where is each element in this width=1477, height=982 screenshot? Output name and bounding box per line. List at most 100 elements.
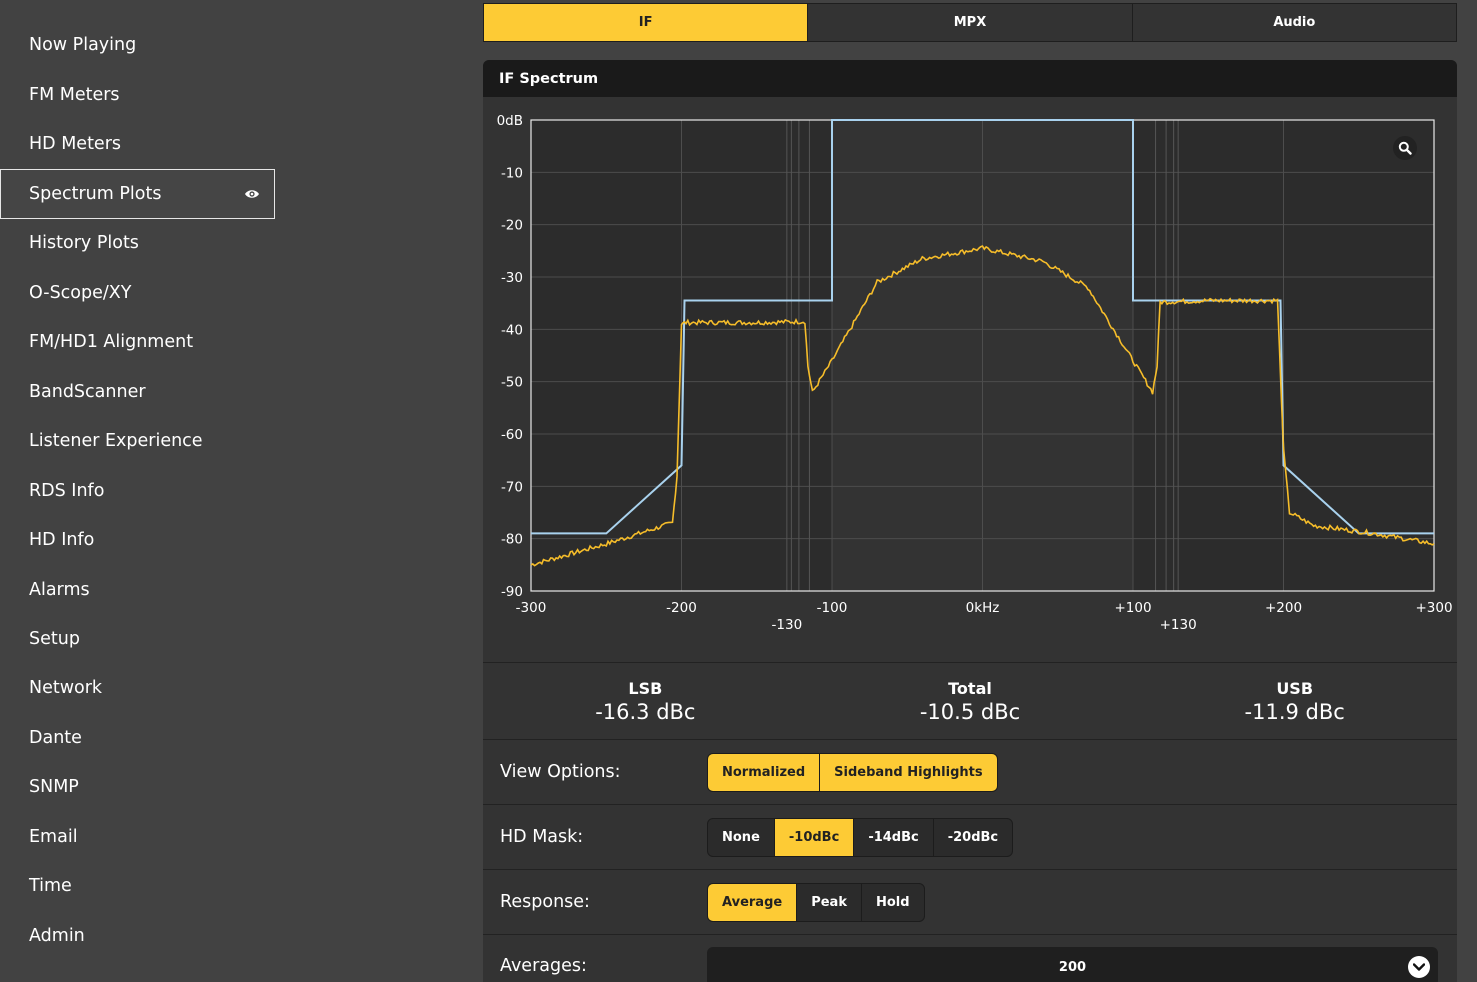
y-tick-label: -60	[501, 427, 523, 443]
mask-10dbc-button[interactable]: -10dBc	[774, 818, 855, 856]
y-tick-label: -10	[501, 165, 523, 181]
hd-mask-line	[531, 119, 1434, 535]
sidebar-item-network[interactable]: Network	[0, 663, 275, 713]
chevron-down-icon	[1408, 956, 1430, 978]
view-options-label: View Options:	[500, 762, 621, 782]
y-tick-label: -20	[501, 218, 523, 234]
eye-icon	[245, 190, 259, 198]
sidebar-item-label: Alarms	[29, 580, 90, 600]
sidebar-item-label: Dante	[29, 728, 82, 748]
spectrum-chart: 0dB -10 -20 -30 -40 -50 -60 -70 -80 -90 -300 -200 -1…	[483, 97, 1457, 662]
sidebar-item-alarms[interactable]: Alarms	[0, 565, 275, 615]
y-tick-label: -90	[501, 584, 523, 600]
sidebar-item-label: Now Playing	[29, 35, 137, 55]
sidebar-item-label: BandScanner	[29, 382, 146, 402]
sidebar-item-bandscanner[interactable]: BandScanner	[0, 367, 275, 417]
search-icon[interactable]	[1393, 136, 1417, 160]
sidebar-item-label: HD Meters	[29, 134, 122, 154]
averages-value: 200	[1058, 959, 1087, 975]
averages-select[interactable]: 200	[707, 947, 1438, 982]
stat-lsb: LSB -16.3 dBc	[483, 663, 808, 739]
hd-mask-row: HD Mask: None -10dBc -14dBc -20dBc	[483, 805, 1457, 870]
response-row: Response: Average Peak Hold	[483, 870, 1457, 935]
sidebar-item-label: History Plots	[29, 233, 139, 253]
x-tick-label: -200	[666, 600, 697, 616]
sideband-stats: LSB -16.3 dBc Total -10.5 dBc USB -11.9 …	[483, 662, 1457, 740]
view-options-row: View Options: Normalized Sideband Highli…	[483, 740, 1457, 805]
x-tick-label: -300	[516, 600, 547, 616]
tab-audio[interactable]: Audio	[1273, 15, 1316, 30]
sidebar-item-spectrum-plots[interactable]: Spectrum Plots	[0, 169, 275, 219]
x-tick-label: 0kHz	[966, 600, 1000, 616]
sidebar-item-admin[interactable]: Admin	[0, 911, 275, 961]
sidebar-item-setup[interactable]: Setup	[0, 614, 275, 664]
hd-mask-label: HD Mask:	[500, 827, 584, 847]
sidebar-item-label: O-Scope/XY	[29, 283, 132, 303]
sidebar-item-hd-info[interactable]: HD Info	[0, 515, 275, 565]
sidebar-item-label: Time	[29, 876, 72, 896]
sidebar-item-label: Setup	[29, 629, 80, 649]
sidebar-item-label: Email	[29, 827, 78, 847]
sidebar-item-label: Network	[29, 678, 103, 698]
sidebar-item-label: FM Meters	[29, 85, 120, 105]
sidebar-item-label: SNMP	[29, 777, 79, 797]
sidebar: Now Playing FM Meters HD Meters Spectrum…	[0, 0, 276, 982]
if-spectrum-panel: IF Spectrum 0dB -10 -20 -30 -40 -50 -60 -70 -80 -…	[483, 60, 1457, 982]
x-tick-label: +100	[1114, 600, 1151, 616]
sidebar-item-listener-experience[interactable]: Listener Experience	[0, 416, 275, 466]
averages-label: Averages:	[500, 956, 587, 976]
sideband-highlights-button[interactable]: Sideband Highlights	[820, 753, 997, 791]
sidebar-item-snmp[interactable]: SNMP	[0, 762, 275, 812]
sidebar-item-label: Listener Experience	[29, 431, 203, 451]
mask-none-button[interactable]: None	[708, 818, 775, 856]
spectrum-chart-svg: 0dB -10 -20 -30 -40 -50 -60 -70 -80 -90-300 -200 -1…	[497, 113, 1453, 633]
x-tick-label: +200	[1265, 600, 1302, 616]
x-tick-label: +300	[1415, 600, 1452, 616]
x-tick-label: -100	[817, 600, 848, 616]
stat-value: -11.9 dBc	[1244, 699, 1345, 724]
tab-mpx[interactable]: MPX	[808, 4, 1133, 41]
stat-label: LSB	[628, 678, 663, 698]
sidebar-item-dante[interactable]: Dante	[0, 713, 275, 763]
y-tick-label: -70	[501, 479, 523, 495]
view-options-group: Normalized Sideband Highlights	[707, 752, 998, 792]
y-tick-label: 0dB	[497, 113, 523, 129]
sidebar-item-now-playing[interactable]: Now Playing	[0, 20, 275, 70]
sidebar-item-history-plots[interactable]: History Plots	[0, 218, 275, 268]
average-button[interactable]: Average	[708, 883, 798, 921]
stat-value: -16.3 dBc	[595, 699, 696, 724]
y-tick-label: -40	[501, 322, 523, 338]
stat-total: Total -10.5 dBc	[808, 663, 1133, 739]
sidebar-item-label: Spectrum Plots	[29, 184, 162, 204]
sidebar-item-label: RDS Info	[29, 481, 105, 501]
mask-20dbc-button[interactable]: -20dBc	[947, 829, 999, 845]
sidebar-item-time[interactable]: Time	[0, 861, 275, 911]
stat-label: USB	[1276, 678, 1314, 698]
mask-14dbc-button[interactable]: -14dBc	[854, 818, 934, 856]
sidebar-item-email[interactable]: Email	[0, 812, 275, 862]
sidebar-item-alignment[interactable]: FM/HD1 Alignment	[0, 317, 275, 367]
peak-button[interactable]: Peak	[797, 883, 862, 921]
spectrum-trace	[530, 245, 1435, 567]
sidebar-item-label: HD Info	[29, 530, 95, 550]
stat-label: Total	[948, 678, 992, 698]
panel-title: IF Spectrum	[483, 60, 1457, 97]
response-group: Average Peak Hold	[707, 882, 925, 922]
y-tick-label: -30	[501, 270, 523, 286]
x-tick-label-secondary: -130	[772, 617, 803, 633]
tab-if[interactable]: IF	[484, 4, 809, 41]
hd-mask-group: None -10dBc -14dBc -20dBc	[707, 817, 1014, 857]
sidebar-item-o-scope[interactable]: O-Scope/XY	[0, 268, 275, 318]
stat-usb: USB -11.9 dBc	[1132, 663, 1457, 739]
main-content: IF MPX Audio IF Spectrum 0dB -10 -20 -30 -40…	[483, 0, 1457, 982]
y-tick-label: -50	[501, 375, 523, 391]
response-label: Response:	[500, 892, 590, 912]
hold-button[interactable]: Hold	[875, 894, 910, 910]
x-tick-label-secondary: +130	[1160, 617, 1197, 633]
sidebar-item-fm-meters[interactable]: FM Meters	[0, 70, 275, 120]
sidebar-item-rds-info[interactable]: RDS Info	[0, 466, 275, 516]
sidebar-item-hd-meters[interactable]: HD Meters	[0, 119, 275, 169]
sidebar-item-label: FM/HD1 Alignment	[29, 332, 194, 352]
normalized-button[interactable]: Normalized	[708, 753, 821, 791]
sidebar-item-label: Admin	[29, 926, 85, 946]
